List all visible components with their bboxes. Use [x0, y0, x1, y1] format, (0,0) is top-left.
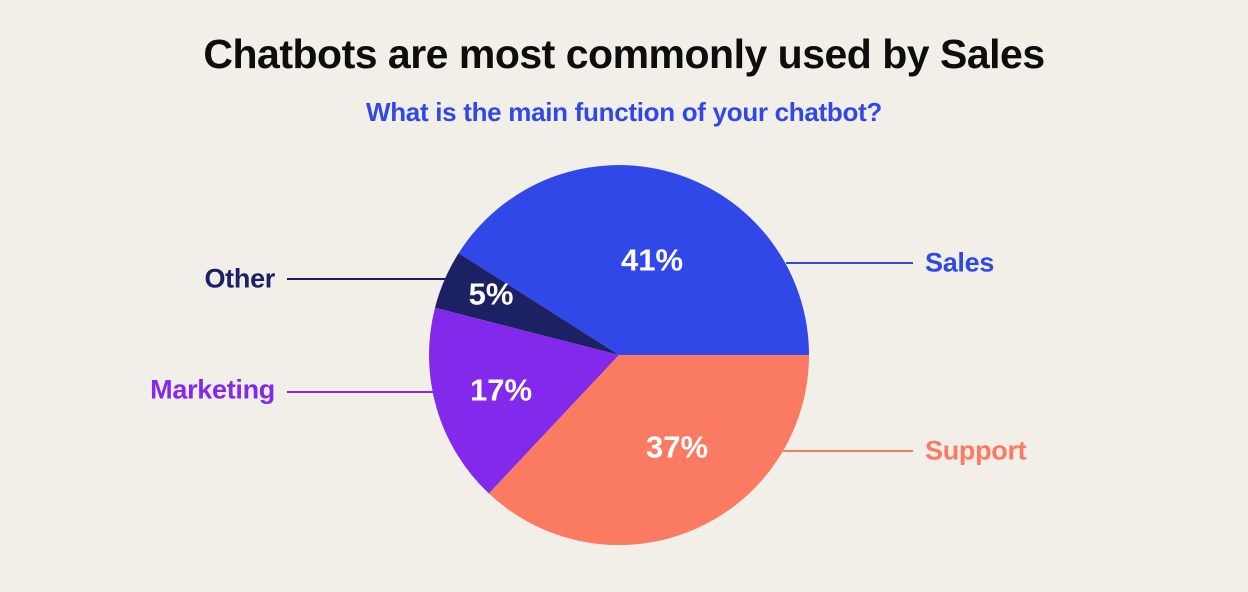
slice-value-sales: 41%: [620, 242, 684, 278]
pie-slice-support: [488, 355, 809, 546]
label-other: Other: [204, 263, 275, 294]
label-support: Support: [925, 435, 1027, 466]
pie-slices-group: [429, 165, 809, 546]
label-sales: Sales: [925, 247, 995, 278]
slice-value-support: 37%: [645, 429, 709, 465]
chart-subtitle: What is the main function of your chatbo…: [365, 97, 883, 127]
slice-value-marketing: 17%: [469, 372, 533, 408]
label-marketing: Marketing: [150, 374, 275, 405]
pie-slice-other: [435, 253, 619, 355]
pie-slice-marketing: [429, 307, 619, 494]
slice-value-other: 5%: [468, 276, 514, 312]
pie-slice-sales: [458, 165, 809, 355]
chart-title: Chatbots are most commonly used by Sales: [203, 31, 1045, 77]
